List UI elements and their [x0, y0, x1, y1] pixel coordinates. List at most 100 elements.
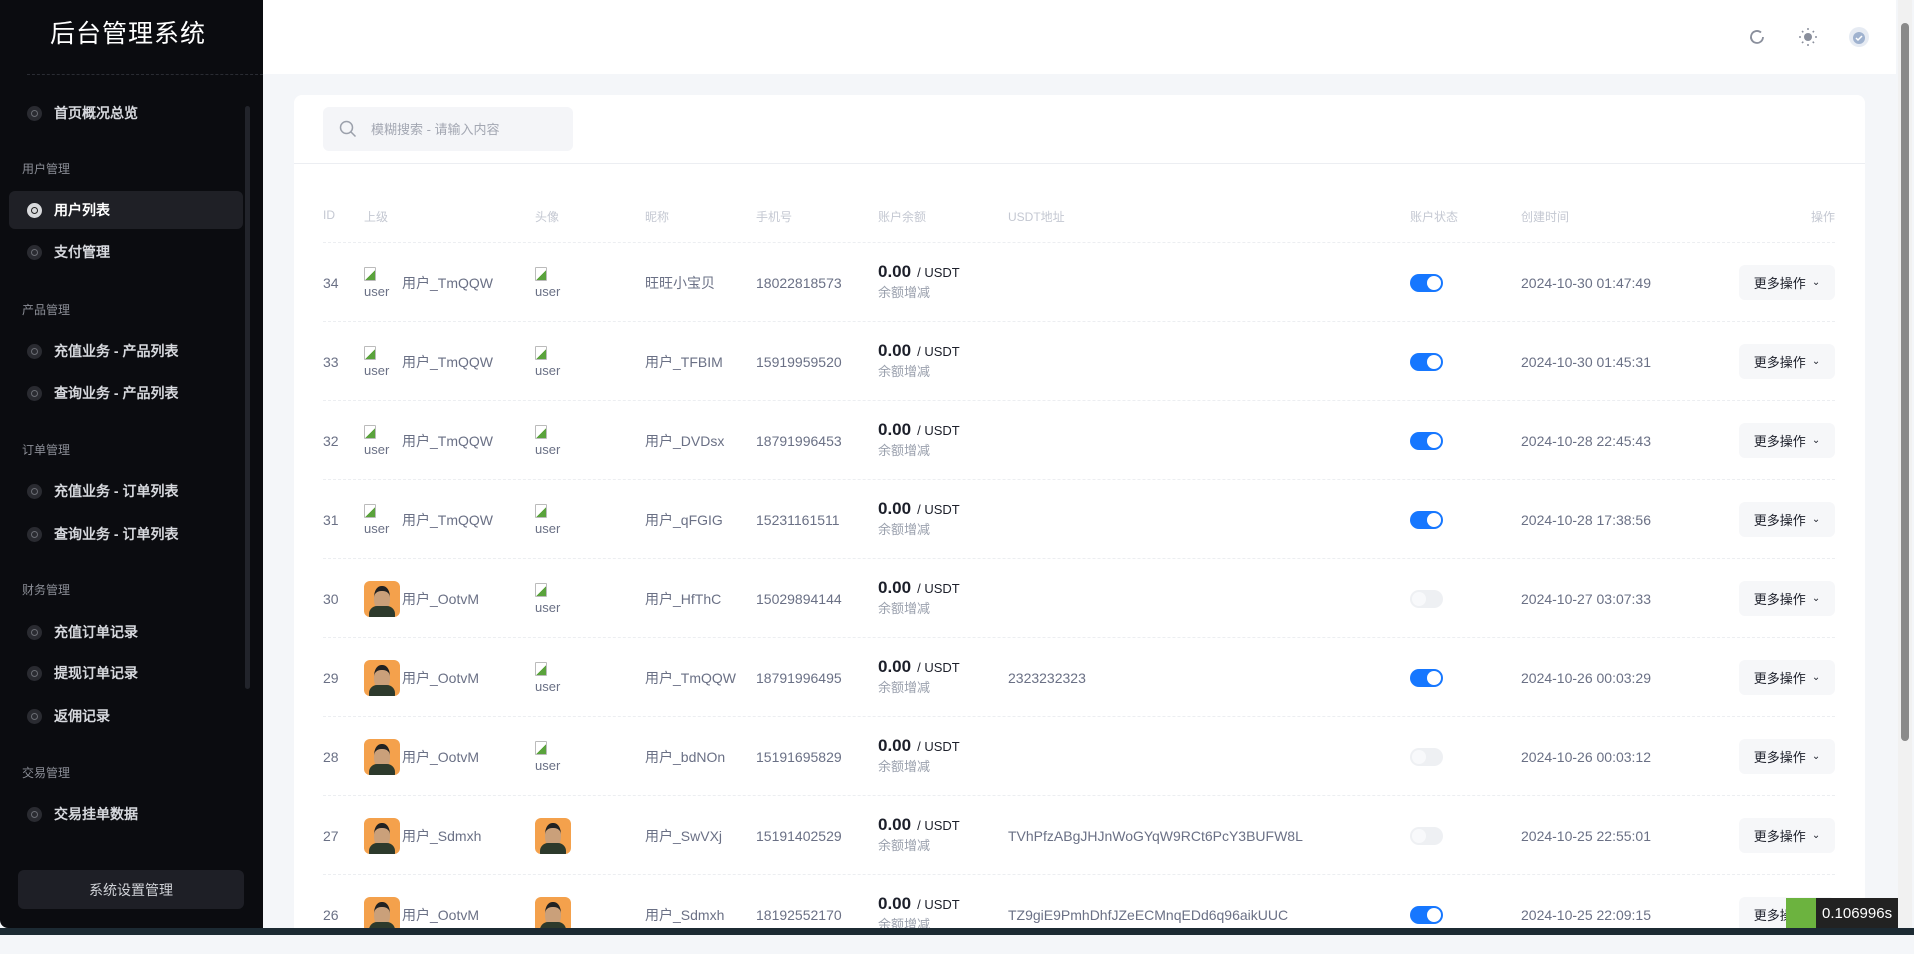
sidebar-item[interactable]: 支付管理 — [9, 233, 243, 271]
status-toggle[interactable] — [1410, 589, 1443, 608]
adjust-balance-link[interactable]: 余额增减 — [878, 522, 931, 537]
broken-image-icon — [535, 582, 547, 597]
sidebar-item-label: 查询业务 - 产品列表 — [54, 385, 179, 401]
broken-image: user — [364, 266, 400, 300]
parent-name[interactable]: 用户_TmQQW — [402, 353, 493, 370]
adjust-balance-link[interactable]: 余额增减 — [878, 285, 931, 300]
search-input[interactable] — [371, 121, 561, 137]
balance: 0.00 / USDT 余额增减 — [878, 499, 960, 540]
sidebar-item[interactable]: 充值业务 - 产品列表 — [9, 332, 243, 370]
status-toggle[interactable] — [1410, 352, 1443, 371]
adjust-balance-link[interactable]: 余额增减 — [878, 680, 931, 695]
adjust-balance-link[interactable]: 余额增减 — [878, 364, 931, 379]
usdt-cell: TVhPfzABgJHJnWoGYqW9RCt6PcY3BUFW8L — [1008, 796, 1303, 875]
status-toggle[interactable] — [1410, 510, 1443, 529]
parent-name[interactable]: 用户_OotvM — [402, 906, 480, 923]
id-cell: 26 — [323, 875, 339, 954]
action-cell: 更多操作 ⌄ — [1739, 401, 1835, 480]
id-cell: 29 — [323, 638, 339, 717]
status-toggle[interactable] — [1410, 826, 1443, 845]
status-cell — [1410, 559, 1443, 638]
parent-name[interactable]: 用户_TmQQW — [402, 432, 493, 449]
adjust-balance-link[interactable]: 余额增减 — [878, 759, 931, 774]
sidebar-item[interactable]: 用户列表 — [9, 191, 243, 229]
chevron-down-icon: ⌄ — [1811, 277, 1821, 288]
sidebar-item[interactable]: 充值订单记录 — [9, 613, 243, 651]
sidebar-item-label: 返佣记录 — [54, 708, 110, 724]
sidebar-item-label: 查询业务 - 订单列表 — [54, 526, 179, 542]
top-header — [263, 0, 1896, 74]
system-settings-button[interactable]: 系统设置管理 — [18, 870, 244, 909]
nickname: 用户_SwVXj — [645, 827, 723, 844]
balance-line: 0.00 / USDT — [878, 894, 960, 915]
adjust-balance-link[interactable]: 余额增减 — [878, 601, 931, 616]
more-actions-label: 更多操作 — [1753, 434, 1806, 449]
column-header: USDT地址 — [1008, 210, 1065, 224]
avatar-cell: user — [535, 559, 571, 638]
more-actions-button[interactable]: 更多操作 ⌄ — [1739, 739, 1835, 774]
balance-value: 0.00 — [878, 578, 912, 597]
parent-name[interactable]: 用户_TmQQW — [402, 274, 493, 291]
sidebar-item[interactable]: 提现订单记录 — [9, 654, 243, 692]
sidebar-item[interactable]: 查询业务 - 产品列表 — [9, 374, 243, 412]
phone: 18192552170 — [756, 906, 842, 923]
user-id: 32 — [323, 432, 339, 449]
sidebar-item[interactable]: 充值业务 - 订单列表 — [9, 472, 243, 510]
theme-toggle-icon[interactable] — [1798, 27, 1818, 47]
sidebar-scrollbar[interactable] — [245, 106, 250, 689]
sidebar-item[interactable]: 返佣记录 — [9, 697, 243, 735]
scrollbar-thumb[interactable] — [1901, 23, 1909, 741]
created-time: 2024-10-26 00:03:12 — [1521, 748, 1651, 765]
sidebar-item[interactable]: 首页概况总览 — [9, 94, 243, 132]
balance-line: 0.00 / USDT — [878, 420, 960, 441]
nickname: 用户_TFBIM — [645, 353, 723, 370]
created-time: 2024-10-28 22:45:43 — [1521, 432, 1651, 449]
more-actions-button[interactable]: 更多操作 ⌄ — [1739, 423, 1835, 458]
action-cell: 更多操作 ⌄ — [1739, 638, 1835, 717]
search-icon — [339, 120, 357, 138]
avatar-cell: user — [535, 401, 571, 480]
phone: 15191402529 — [756, 827, 842, 844]
id-cell: 27 — [323, 796, 339, 875]
parent-name[interactable]: 用户_OotvM — [402, 669, 480, 686]
status-toggle[interactable] — [1410, 273, 1443, 292]
avatar-icon[interactable] — [1847, 25, 1871, 49]
status-cell — [1410, 875, 1443, 954]
sidebar-item[interactable]: 交易挂单数据 — [9, 795, 243, 833]
usdt-address: TZ9giE9PmhDhfJZeECMnqEDd6q96aikUUC — [1008, 906, 1289, 923]
more-actions-button[interactable]: 更多操作 ⌄ — [1739, 265, 1835, 300]
page-scrollbar[interactable] — [1898, 0, 1912, 928]
status-toggle[interactable] — [1410, 905, 1443, 924]
avatar-cell: user — [535, 717, 571, 796]
parent-name[interactable]: 用户_Sdmxh — [402, 827, 482, 844]
created-time: 2024-10-27 03:07:33 — [1521, 590, 1651, 607]
status-toggle[interactable] — [1410, 747, 1443, 766]
sidebar-item[interactable]: 查询业务 - 订单列表 — [9, 515, 243, 553]
search-box[interactable] — [323, 107, 573, 151]
parent-name[interactable]: 用户_OotvM — [402, 748, 480, 765]
nickname: 旺旺小宝贝 — [645, 274, 715, 291]
column-header: 创建时间 — [1521, 210, 1570, 224]
balance-value: 0.00 — [878, 815, 912, 834]
more-actions-button[interactable]: 更多操作 ⌄ — [1739, 344, 1835, 379]
more-actions-button[interactable]: 更多操作 ⌄ — [1739, 818, 1835, 853]
avatar-cell: user — [535, 480, 571, 559]
nickname-cell: 用户_DVDsx — [645, 401, 724, 480]
user-avatar-image — [364, 659, 400, 696]
more-actions-button[interactable]: 更多操作 ⌄ — [1739, 502, 1835, 537]
menu-dot-icon — [27, 202, 42, 218]
parent-name[interactable]: 用户_OotvM — [402, 590, 480, 607]
menu-dot-icon — [27, 244, 42, 260]
more-actions-button[interactable]: 更多操作 ⌄ — [1739, 581, 1835, 616]
status-toggle[interactable] — [1410, 668, 1443, 687]
id-cell: 33 — [323, 322, 339, 401]
broken-image: user — [535, 345, 571, 379]
status-toggle[interactable] — [1410, 431, 1443, 450]
adjust-balance-link[interactable]: 余额增减 — [878, 838, 931, 853]
phone-cell: 15191402529 — [756, 796, 842, 875]
parent-name[interactable]: 用户_TmQQW — [402, 511, 493, 528]
refresh-icon[interactable] — [1747, 27, 1767, 47]
balance-cell: 0.00 / USDT 余额增减 — [878, 796, 960, 875]
more-actions-button[interactable]: 更多操作 ⌄ — [1739, 660, 1835, 695]
adjust-balance-link[interactable]: 余额增减 — [878, 443, 931, 458]
